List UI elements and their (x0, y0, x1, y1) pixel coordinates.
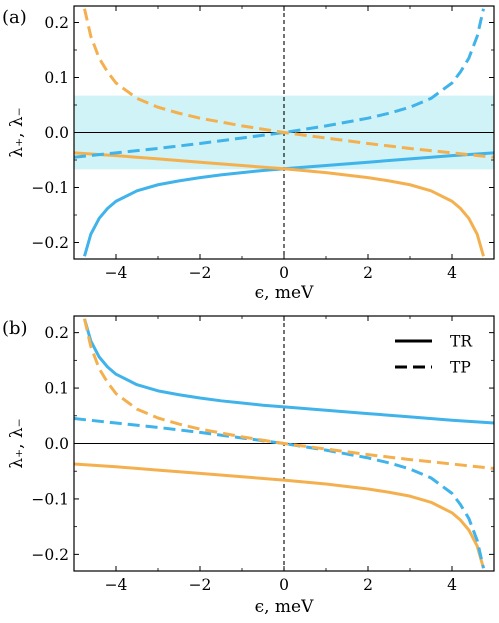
x-tick-label: −4 (105, 576, 128, 594)
plot-area (74, 316, 494, 571)
x-tick-label: 4 (447, 264, 457, 282)
y-tick-label: 0.1 (44, 69, 69, 87)
x-axis-label: ϵ, meV (255, 597, 315, 617)
y-tick-label: −0.1 (31, 179, 69, 197)
x-tick-label: −2 (189, 576, 212, 594)
y-tick-label: 0.2 (44, 324, 69, 342)
series-line-2 (74, 417, 485, 569)
series-line-1 (74, 151, 485, 257)
x-tick-label: 0 (279, 264, 289, 282)
y-tick-label: −0.2 (31, 546, 69, 564)
x-tick-label: −4 (105, 264, 128, 282)
series-line-3 (83, 318, 494, 470)
series-line-2 (74, 8, 485, 159)
plot-area (74, 6, 494, 259)
y-axis-label: λ₊, λ₋ (7, 107, 27, 157)
panel-a: −4 −2 0 2 4 −0.2 −0.1 0.0 0.1 0.2 ϵ, meV λ₊, λ₋ (a) (2, 5, 495, 303)
y-axis-label: λ₊, λ₋ (7, 418, 27, 468)
y-tick-label: 0.1 (44, 380, 69, 398)
series-line-0 (83, 151, 494, 257)
x-axis-label: ϵ, meV (255, 283, 315, 303)
x-tick-label: −2 (189, 264, 212, 282)
legend-label-tr: TR (450, 333, 473, 351)
y-tick-label: 0.0 (44, 124, 69, 142)
y-tick-label: −0.2 (31, 234, 69, 252)
series-line-1 (74, 462, 485, 569)
series-line-0 (83, 318, 494, 425)
panel-label: (b) (2, 318, 28, 339)
legend-label-tp: TP (450, 359, 471, 377)
series-line-3 (83, 8, 494, 159)
y-tick-label: 0.2 (44, 14, 69, 32)
panel-label: (a) (2, 7, 27, 28)
y-tick-label: 0.0 (44, 435, 69, 453)
x-tick-label: 0 (279, 576, 289, 594)
y-tick-label: −0.1 (31, 490, 69, 508)
panel-b: −4 −2 0 2 4 −0.2 −0.1 0.0 0.1 0.2 ϵ, meV λ₊, λ₋ (b) T… (2, 315, 495, 617)
legend: TR TP (395, 333, 473, 377)
x-tick-label: 2 (363, 576, 373, 594)
x-tick-label: 2 (363, 264, 373, 282)
x-tick-label: 4 (447, 576, 457, 594)
